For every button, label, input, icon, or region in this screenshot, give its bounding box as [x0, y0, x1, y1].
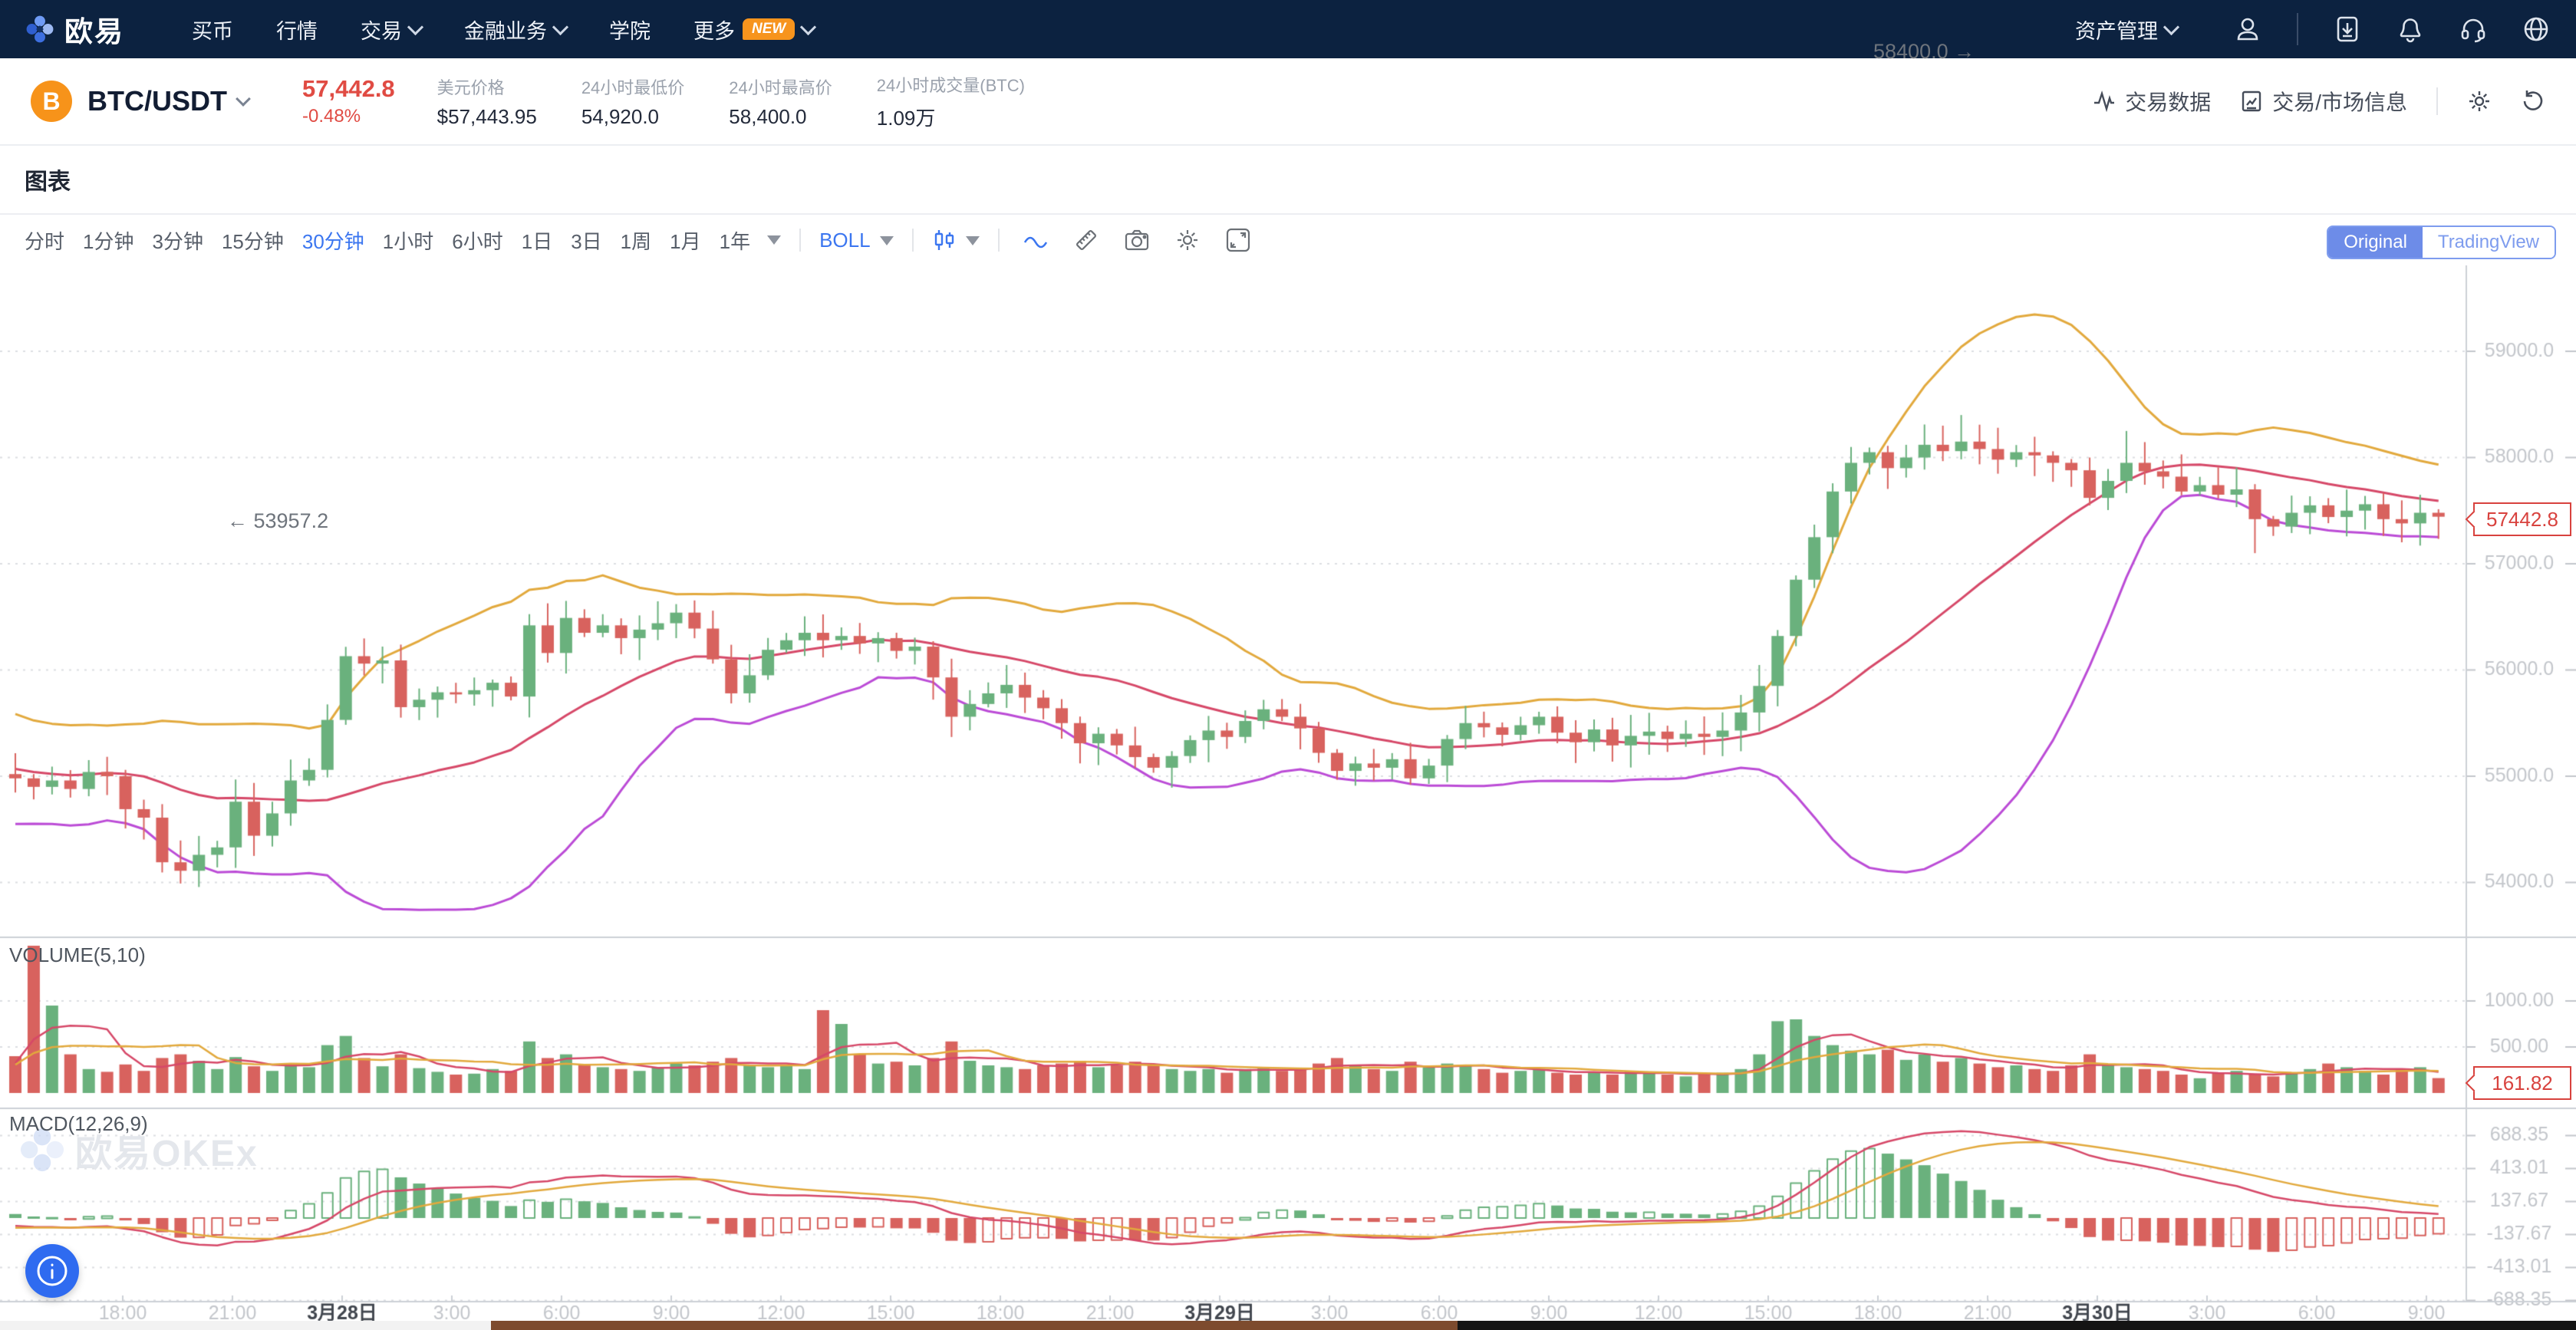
timeframe-10[interactable]: 1月 [670, 229, 701, 253]
pair-selector[interactable]: BTC/USDT [87, 85, 251, 117]
headset-icon[interactable] [2459, 15, 2487, 43]
dropdown-triangle-icon [965, 236, 980, 245]
fullscreen-icon[interactable] [1225, 227, 1251, 253]
annotation-high: 58400.0 → [1873, 40, 1975, 63]
nav-item-more[interactable]: 更多 NEW [693, 15, 817, 44]
ticker-bar: B BTC/USDT 57,442.8 -0.48% 美元价格 $57,443.9… [0, 58, 2576, 146]
candlestick-icon [934, 230, 954, 250]
price-change: -0.48% [302, 106, 361, 127]
divider [2436, 87, 2438, 115]
bell-icon[interactable] [2396, 15, 2424, 43]
timeframe-7[interactable]: 1日 [521, 229, 553, 253]
timeframe-9[interactable]: 1周 [620, 229, 652, 253]
chevron-down-icon [2163, 18, 2180, 35]
indicator-select[interactable]: BOLL [819, 229, 894, 252]
doc-icon [2242, 91, 2261, 112]
chevron-down-icon [236, 91, 251, 107]
chart-engine-toggle: Original TradingView [2327, 226, 2556, 259]
gear-icon[interactable] [2467, 89, 2492, 114]
gear-icon[interactable] [1174, 227, 1201, 253]
timeframe-2[interactable]: 3分钟 [152, 229, 203, 253]
chevron-down-icon [552, 18, 569, 35]
nav-item-academy[interactable]: 学院 [609, 19, 651, 43]
brand-name: 欧易 [64, 16, 124, 48]
market-info-link[interactable]: 交易/市场信息 [2240, 86, 2407, 117]
nav-item-finance[interactable]: 金融业务 [464, 15, 569, 44]
globe-icon[interactable] [2522, 15, 2550, 43]
annotation-low: ← 53957.2 [227, 509, 329, 532]
toggle-tradingview[interactable]: TradingView [2422, 227, 2555, 258]
camera-icon[interactable] [1124, 227, 1150, 253]
nav-item-markets[interactable]: 行情 [276, 19, 318, 43]
pulse-icon [2094, 91, 2115, 113]
new-badge: NEW [743, 18, 796, 40]
nav-item-assets[interactable]: 资产管理 [2075, 15, 2180, 44]
timeframe-1[interactable]: 1分钟 [83, 229, 134, 253]
timeframe-row: 分时 1分钟 3分钟 15分钟 30分钟 1小时 6小时 1日 3日 1周 1月 1年 [15, 226, 759, 255]
line-chart-icon[interactable] [1023, 227, 1049, 253]
timeframe-3[interactable]: 15分钟 [221, 229, 284, 253]
brand-logo[interactable]: 欧易 [26, 8, 124, 50]
last-volume-badge: 161.82 [2473, 1066, 2571, 1100]
toggle-original[interactable]: Original [2328, 227, 2423, 258]
bottom-strip [0, 1321, 2576, 1330]
section-header: 图表 [0, 146, 2576, 215]
stat-24h-low: 24小时最低价 54,920.0 [581, 77, 685, 128]
dropdown-triangle-icon[interactable] [767, 235, 782, 245]
stat-usd-price: 美元价格 $57,443.95 [436, 77, 537, 128]
last-price: 57,442.8 [302, 75, 395, 102]
download-icon[interactable] [2334, 15, 2361, 43]
chart-canvas[interactable] [0, 265, 2576, 1330]
undo-icon[interactable] [2521, 89, 2545, 114]
volume-panel-label: VOLUME(5,10) [9, 943, 146, 966]
info-button[interactable] [25, 1244, 79, 1298]
stat-24h-volume: 24小时成交量(BTC) 1.09万 [876, 75, 1025, 130]
page-title: 图表 [25, 170, 71, 195]
dropdown-triangle-icon [879, 236, 894, 245]
user-icon[interactable] [2234, 15, 2261, 43]
stat-24h-high: 24小时最高价 58,400.0 [729, 77, 832, 128]
btc-icon: B [31, 81, 72, 122]
top-nav: 欧易 买币 行情 交易 金融业务 学院 更多 NEW 资产管理 [0, 0, 2576, 58]
watermark: 欧易OKEx [20, 1123, 259, 1177]
ruler-icon[interactable] [1073, 227, 1099, 253]
timeframe-4[interactable]: 30分钟 [301, 229, 364, 253]
chevron-down-icon [800, 18, 817, 35]
chevron-down-icon [407, 18, 424, 35]
last-price-badge: 57442.8 [2473, 502, 2571, 536]
timeframe-6[interactable]: 6小时 [452, 229, 503, 253]
timeframe-11[interactable]: 1年 [719, 229, 751, 253]
macd-panel-label: MACD(12,26,9) [9, 1112, 148, 1135]
info-icon [37, 1256, 68, 1286]
chart-style-select[interactable] [932, 228, 980, 252]
timeframe-8[interactable]: 3日 [571, 229, 602, 253]
divider [799, 229, 802, 252]
timeframe-5[interactable]: 1小时 [382, 229, 434, 253]
divider [997, 229, 1000, 252]
okex-watermark-icon [20, 1128, 64, 1172]
divider [2297, 13, 2298, 45]
divider [911, 229, 914, 252]
nav-item-trade[interactable]: 交易 [361, 15, 424, 44]
timeframe-0[interactable]: 分时 [25, 229, 65, 253]
okex-logo-icon [26, 15, 54, 43]
chart-toolbar: 分时 1分钟 3分钟 15分钟 30分钟 1小时 6小时 1日 3日 1周 1月 1年 BOLL Or… [0, 215, 2576, 265]
nav-item-buy[interactable]: 买币 [192, 19, 233, 43]
chart-area: 欧易OKEx 58400.0 → ← 53957.2 57442.8 161.8… [0, 40, 2576, 1330]
trade-data-link[interactable]: 交易数据 [2093, 86, 2211, 117]
